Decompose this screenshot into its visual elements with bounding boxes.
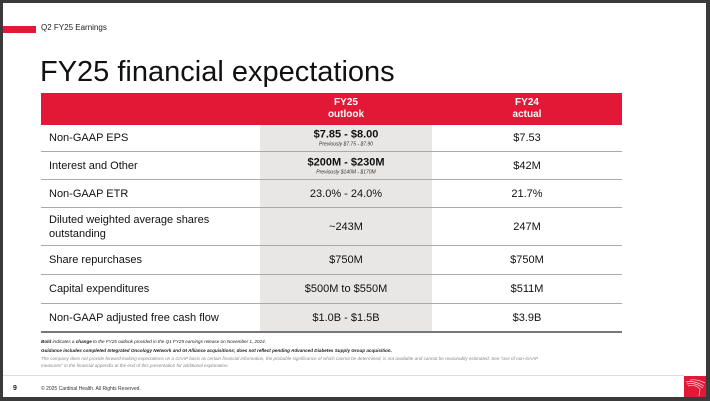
table-row: Capital expenditures $500M to $550M $511M (41, 275, 622, 304)
fy24-value: $3.9B (512, 311, 542, 324)
fy25-value: $1.0B - $1.5B (312, 311, 380, 324)
fy24-value: 247M (513, 220, 541, 233)
header-fy25: FY25 outlook (260, 97, 432, 121)
previous-value: Previously $140M - $170M (316, 169, 376, 175)
fy24-value: $7.53 (513, 132, 541, 144)
footnote-bold-word: Bold (41, 339, 52, 344)
fy24-value: $42M (513, 159, 541, 172)
fy25-value-text: $7.85 - $8.00 (313, 128, 379, 141)
footnotes: Bold indicates a change to the FY25 outl… (41, 339, 541, 369)
footnote-gaap: The company does not provide forward-loo… (41, 356, 538, 368)
section-label: Q2 FY25 Earnings (41, 23, 107, 32)
footer-divider (3, 375, 684, 376)
fy25-value: $200M - $230M Previously $140M - $170M (260, 156, 432, 175)
table-row: Non-GAAP EPS $7.85 - $8.00 Previously $7.7… (41, 125, 622, 152)
table-header: FY25 outlook FY24 actual (41, 93, 622, 125)
footnote-bold: Bold indicates a change to the FY25 outl… (41, 339, 541, 346)
fy25-value: $7.85 - $8.00 Previously $7.75 - $7.90 (260, 129, 432, 148)
row-label: Non-GAAP adjusted free cash flow (49, 311, 219, 324)
page-number: 9 (13, 385, 17, 392)
row-label: Interest and Other (49, 159, 138, 172)
footnote-guidance: Guidance includes completed Integrated O… (41, 347, 392, 353)
footnote-text: indicates a (51, 339, 76, 344)
cardinal-health-logo-icon (684, 376, 706, 397)
row-label: Diluted weighted average shares outstand… (49, 213, 210, 240)
fy25-value: $500M to $550M (304, 283, 388, 295)
header-fy24: FY24 actual (432, 97, 622, 121)
table-row: Share repurchases $750M $750M (41, 246, 622, 275)
row-label: Non-GAAP ETR (49, 187, 129, 200)
fy24-value: $750M (510, 254, 544, 266)
fy25-value: 23.0% - 24.0% (309, 187, 383, 200)
table-row: Non-GAAP adjusted free cash flow $1.0B - … (41, 304, 622, 333)
fy25-value-text: $200M - $230M (307, 156, 385, 168)
header-fy25-year: FY25 (334, 97, 358, 108)
slide: Q2 FY25 Earnings FY25 financial expectat… (3, 3, 706, 397)
fy24-value: $511M (510, 283, 544, 295)
header-fy25-sub: outlook (327, 109, 365, 120)
table-row: Diluted weighted average shares outstand… (41, 208, 622, 246)
accent-bar (3, 26, 36, 33)
header-fy24-year: FY24 (515, 97, 539, 108)
footnote-text: to the FY25 outlook provided in the Q1 F… (91, 339, 266, 344)
row-label: Capital expenditures (49, 283, 150, 295)
row-label: Share repurchases (49, 254, 142, 266)
outlook-column-highlight (260, 125, 432, 333)
table-row: Interest and Other $200M - $230M Previousl… (41, 152, 622, 180)
footnote-change-word: change (75, 339, 92, 344)
previous-value: Previously $7.75 - $7.90 (319, 141, 373, 148)
table-row: Non-GAAP ETR 23.0% - 24.0% 21.7% (41, 180, 622, 208)
row-label: Non-GAAP EPS (49, 132, 129, 144)
expectations-table: FY25 outlook FY24 actual Non-GAAP EPS $7.85… (41, 93, 622, 333)
copyright: © 2025 Cardinal Health. All Rights Reser… (41, 386, 141, 392)
fy24-value: 21.7% (511, 187, 543, 200)
fy25-value: ~243M (329, 220, 363, 233)
fy25-value: $750M (329, 254, 363, 266)
header-fy24-sub: actual (512, 109, 542, 120)
page-title: FY25 financial expectations (40, 56, 395, 88)
